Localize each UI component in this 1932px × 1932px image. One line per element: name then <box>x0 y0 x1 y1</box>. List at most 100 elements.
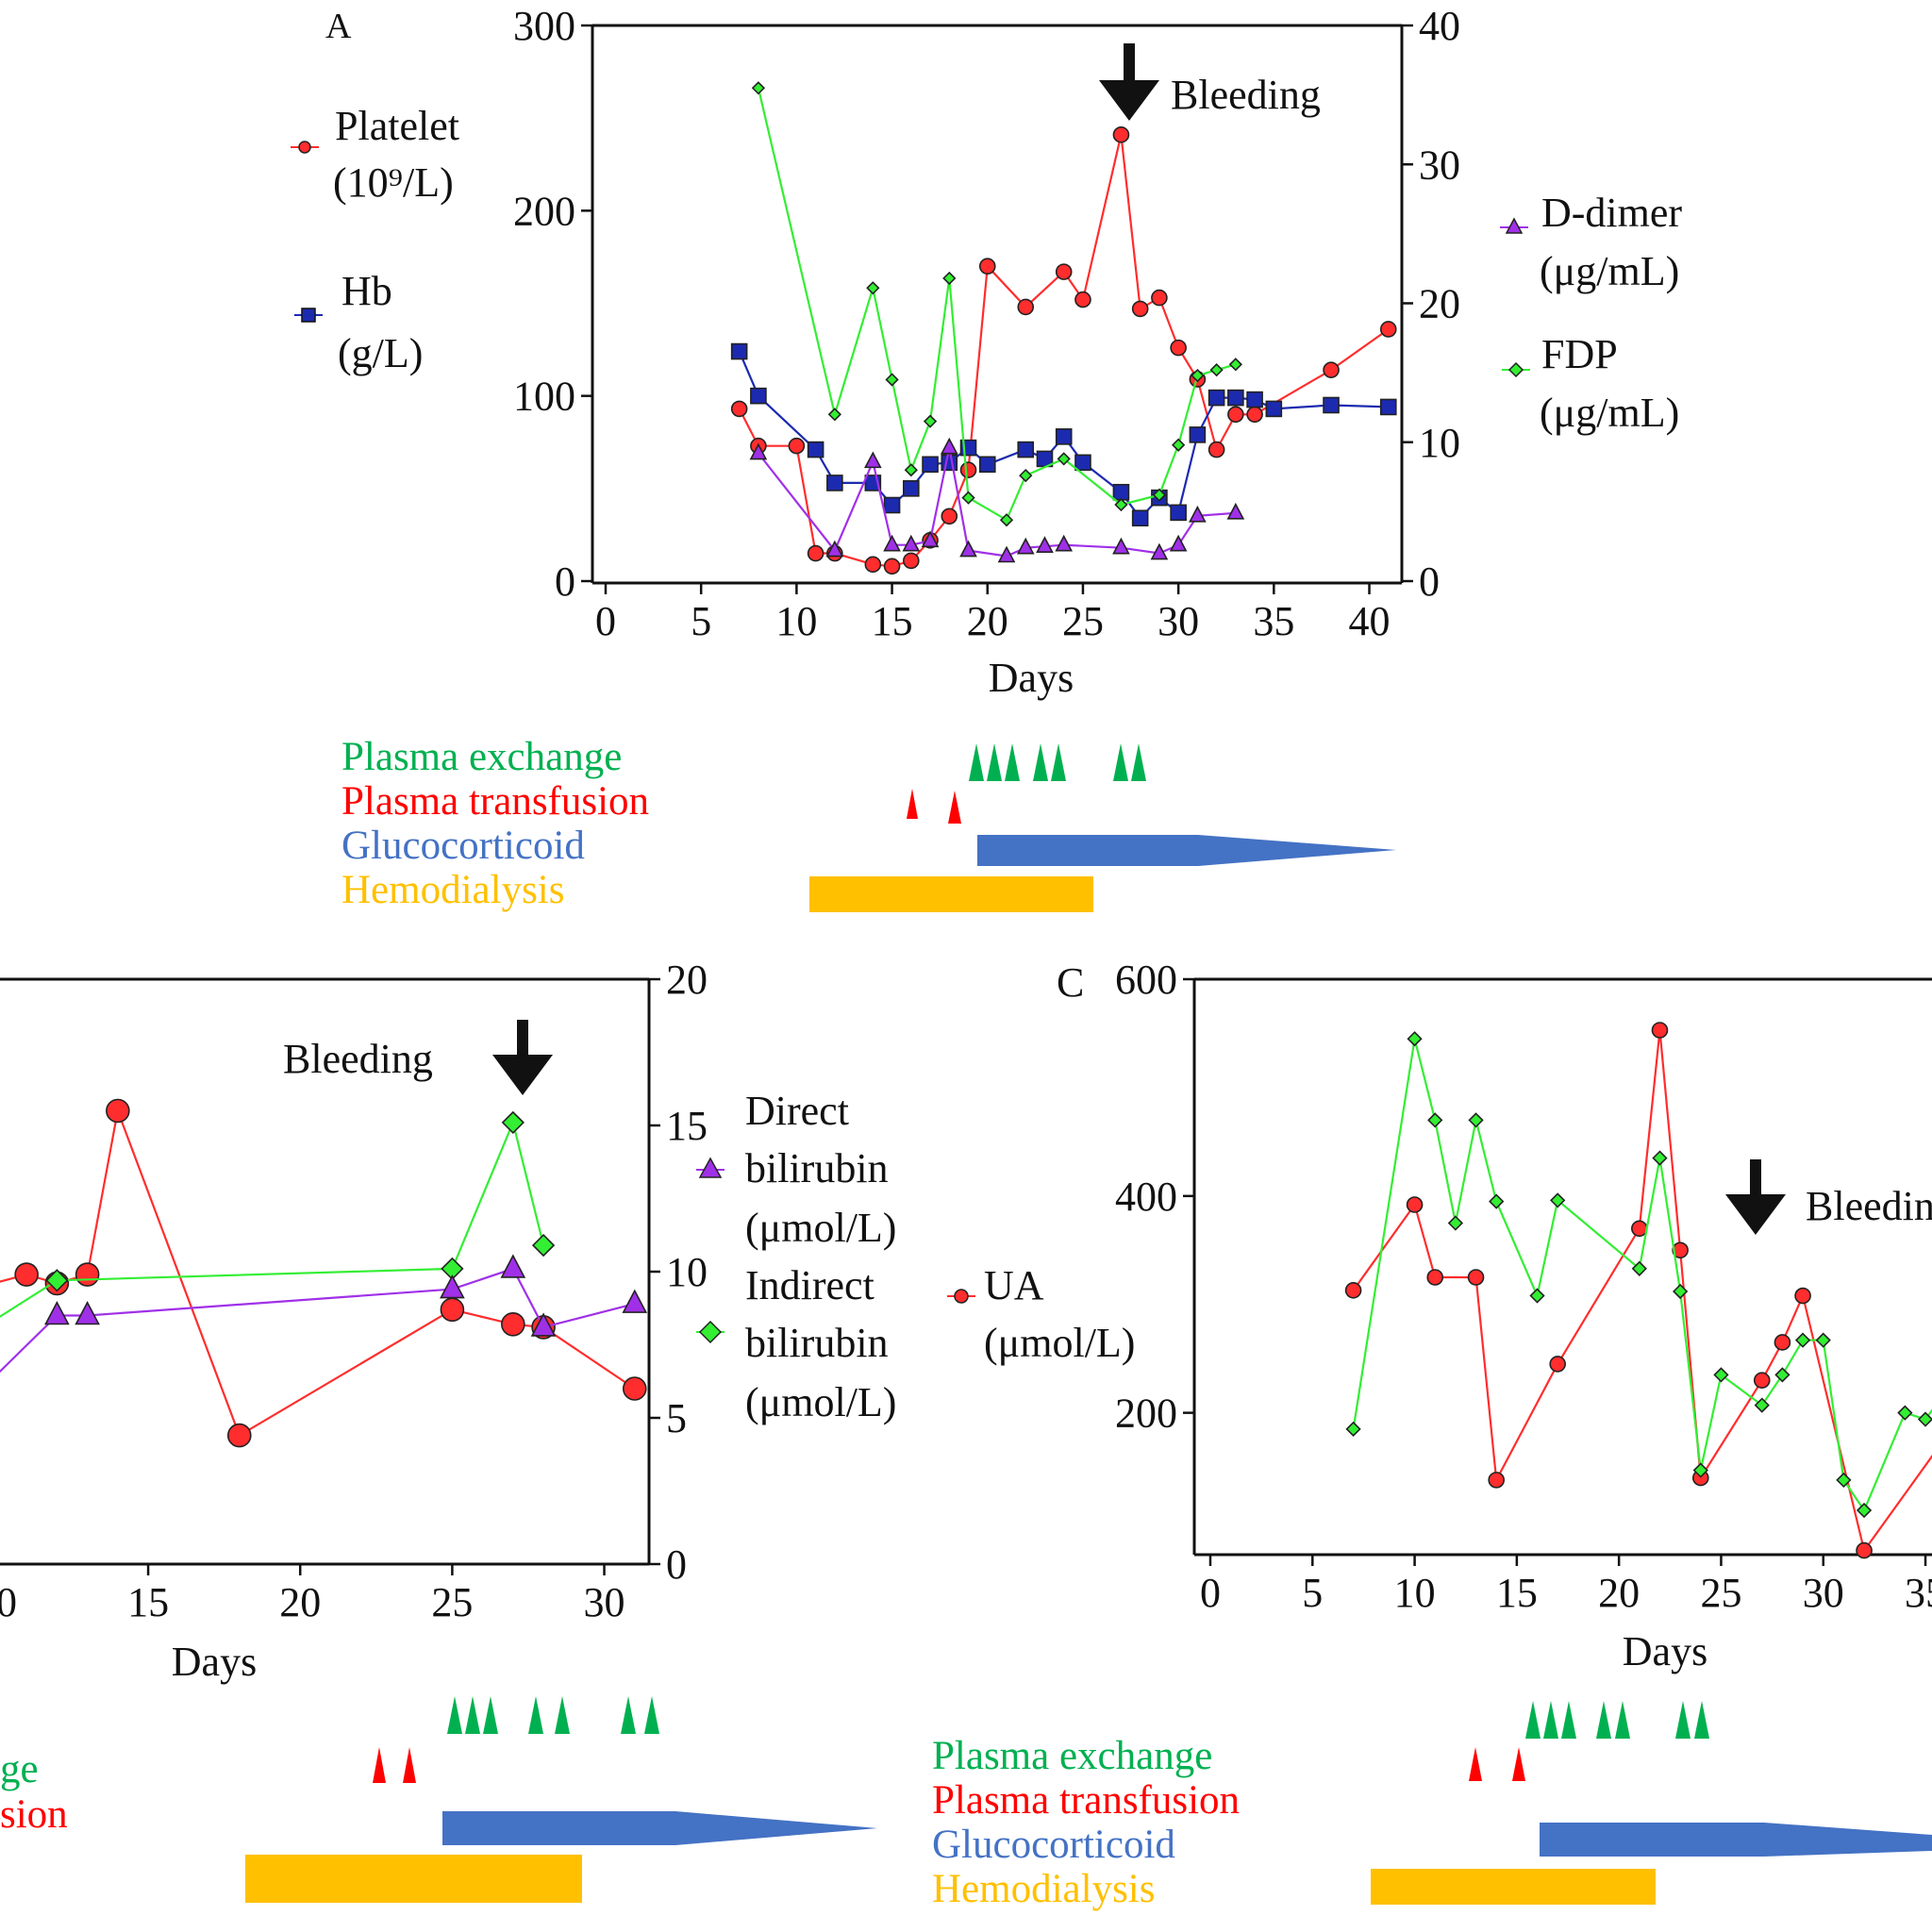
panel-a-series-0-point <box>1055 263 1073 280</box>
panel-c-label: C <box>1057 959 1084 1006</box>
treatment-c-exchange-marks <box>1525 1701 1709 1739</box>
panel-a-left-y-tick-label: 300 <box>513 3 575 49</box>
panel-c-bleeding-label: Bleeding <box>1806 1183 1932 1229</box>
treatment-b: ge sion <box>0 1696 877 1903</box>
panel-b-series-0-line <box>0 1107 636 1438</box>
panel-a-series-1-point <box>1265 400 1283 418</box>
legend-hb-unit: (g/L) <box>338 330 423 376</box>
panel-a-series-3-point <box>1019 468 1033 483</box>
panel-a-series-3-point <box>751 81 766 95</box>
panel-a-series-2-point <box>864 451 882 469</box>
panel-a-series-2-point <box>921 530 940 548</box>
panel-a-series-1-point <box>750 387 767 405</box>
panel-b-x-tick-label: 30 <box>584 1579 625 1625</box>
treatment-a-transfusion-marks <box>907 789 961 824</box>
panel-a-left-y-tick-label: 0 <box>555 558 575 605</box>
treatment-c-transfusion-marks <box>1469 1747 1525 1781</box>
panel-c-series-1-point <box>1345 1421 1361 1438</box>
panel-a-right-y-tick-label: 40 <box>1419 3 1460 49</box>
panel-a-series-3-point <box>1114 497 1128 512</box>
panel-b-x-tick-label: 15 <box>127 1579 169 1625</box>
panel-c-series-1-point <box>1529 1288 1545 1304</box>
panel-a-series-3-point <box>1057 452 1071 466</box>
panel-b-x-axis-label: Days <box>172 1639 257 1685</box>
panel-a-x-tick-label: 40 <box>1349 598 1391 644</box>
panel-a-series-2-point <box>1036 536 1054 553</box>
panel-a-series-2-point <box>1189 505 1207 523</box>
panel-a-series-0-point <box>730 400 748 418</box>
panel-a-series-0-point <box>807 544 824 562</box>
panel-c-series-1-point <box>1407 1031 1423 1047</box>
legend-d-dimer-name: D-dimer <box>1541 190 1682 236</box>
panel-c-x-tick-label: 25 <box>1700 1570 1741 1616</box>
panel-a-series-1-point <box>1170 504 1187 522</box>
panel-b-right-y-tick-label: 0 <box>666 1541 687 1588</box>
panel-a-series-3-point <box>1228 358 1242 372</box>
panel-a-series-0-point <box>959 461 977 479</box>
legend-platelet-unit: (10⁹/L) <box>333 159 454 206</box>
panel-a-series-1-point <box>922 456 939 474</box>
panel-a-series-2-point <box>1112 537 1130 555</box>
treatment-c-glucocorticoid-label: Glucocorticoid <box>932 1823 1175 1867</box>
panel-a-series-0-point <box>1323 361 1340 378</box>
panel-c-series-0-point <box>1856 1541 1873 1559</box>
panel-a-series-3-point <box>866 281 880 295</box>
panel-a-x-axis-label: Days <box>989 655 1074 701</box>
panel-a-x-tick-label: 35 <box>1253 598 1294 644</box>
panel-a-x-tick-label: 25 <box>1062 598 1104 644</box>
panel-c-series-1-point <box>1652 1150 1668 1166</box>
legend-indirect-line3: (μmol/L) <box>745 1379 896 1425</box>
panel-c-series-0-point <box>1651 1022 1669 1039</box>
panel-a-bleeding-label: Bleeding <box>1171 72 1321 118</box>
panel-b-right-y-tick-label: 15 <box>666 1103 708 1149</box>
panel-a-series-2-point <box>1226 502 1245 520</box>
panel-a-series-0-point <box>1379 321 1397 338</box>
panel-a-series-0-point <box>1112 126 1130 143</box>
panel-a-series-2-point <box>1169 534 1188 552</box>
panel-a-series-0-point <box>788 437 806 455</box>
panel-a-series-2-point <box>1150 542 1169 560</box>
panel-b-bleeding-arrow <box>492 1020 553 1095</box>
panel-c-x-tick-label: 0 <box>1200 1570 1221 1616</box>
panel-a-series-0-point <box>1017 298 1035 316</box>
panel-b-series-0-point <box>106 1098 130 1124</box>
panel-a-series-1-point <box>978 456 996 474</box>
panel-a-series-2-point <box>825 540 844 558</box>
panel-a-series-2-point <box>959 540 977 558</box>
panel-a-right-y-tick-label: 10 <box>1419 420 1460 466</box>
panel-c-series-1-point <box>1754 1397 1770 1413</box>
panel-b-series-0-point <box>622 1376 647 1401</box>
treatment-b-exchange-marks <box>447 1696 659 1734</box>
panel-a-series-0-point <box>1170 339 1187 357</box>
panel-c-left-y-tick-label: 600 <box>1115 957 1177 1003</box>
panel-a-series-0-point <box>1208 441 1225 458</box>
panel-b-series-1-point <box>501 1110 525 1135</box>
panel-a-series-1-point <box>1246 391 1263 408</box>
legend-direct-line3: (μmol/L) <box>745 1205 896 1251</box>
legend-d-dimer-unit: (μg/mL) <box>1540 248 1679 294</box>
panel-a-series-0-point <box>1246 406 1263 424</box>
panel-b-x-tick-label: 10 <box>0 1579 17 1625</box>
panel-a-series-3-point <box>923 414 938 428</box>
panel-a-series-1-point <box>1055 428 1073 445</box>
panel-c-series-1-point <box>1489 1193 1505 1209</box>
panel-a-right-y-tick-label: 20 <box>1419 281 1460 327</box>
treatment-a-hemodialysis-label: Hemodialysis <box>341 868 564 912</box>
treatment-a-hemodialysis-bar <box>809 876 1093 912</box>
panel-b-x-tick-label: 20 <box>279 1579 321 1625</box>
panel-a: A 0 5 10 15 20 25 30 35 40 0 100 200 300 0 10 20 30 40 Da… <box>291 3 1682 701</box>
panel-c-series-1-line <box>1352 1038 1932 1513</box>
treatment-b-exchange-label-partial: ge <box>0 1747 39 1791</box>
treatment-c-hemodialysis-bar <box>1371 1869 1656 1905</box>
panel-a-series-0-point <box>1074 291 1091 308</box>
panel-a-series-1-point <box>1131 509 1149 527</box>
panel-c-series-1-point <box>1447 1215 1464 1231</box>
panel-c-series-0-point <box>1774 1334 1791 1351</box>
panel-b-series-0-point <box>440 1297 465 1323</box>
panel-c-x-tick-label: 30 <box>1803 1570 1844 1616</box>
panel-b-series-1-line <box>0 1119 545 1318</box>
panel-b-series-0-point <box>14 1262 39 1287</box>
legend-direct-line1: Direct <box>745 1088 849 1134</box>
panel-c-series-1-point <box>1917 1411 1932 1427</box>
panel-a-series-3-point <box>1152 488 1167 502</box>
